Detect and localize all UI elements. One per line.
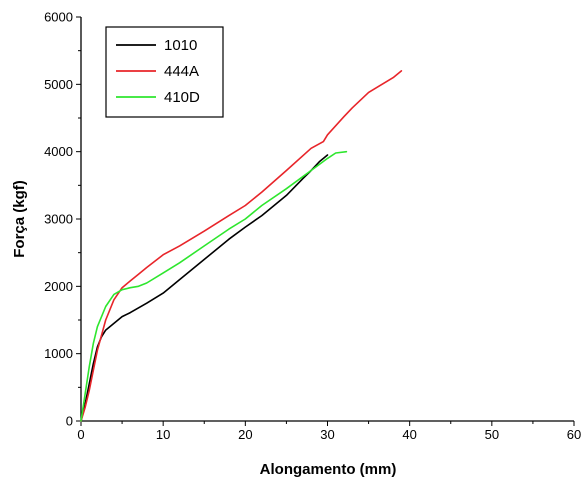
y-tick-label: 6000: [44, 10, 73, 25]
legend-box: [105, 26, 224, 118]
axes: 0 10 20 30 40 50 60 0 1000 2000 3000 4000 5000 6000: [44, 10, 581, 443]
x-tick-label: 50: [485, 427, 499, 442]
y-tick-label: 2000: [44, 279, 73, 294]
x-tick-label: 20: [238, 427, 252, 442]
x-tick-label: 60: [567, 427, 581, 442]
y-tick-label: 0: [66, 414, 73, 429]
series-line-444a: [80, 70, 403, 422]
series-line-1010: [80, 154, 329, 422]
x-tick-label: 10: [156, 427, 170, 442]
legend-label: 1010: [164, 37, 197, 54]
y-tick-label: 3000: [44, 212, 73, 227]
series-line-410d: [80, 150, 348, 422]
legend: 1010 444A 410D: [105, 26, 224, 118]
x-tick-label: 30: [320, 427, 334, 442]
series-group: [80, 70, 403, 422]
y-tick-label: 4000: [44, 144, 73, 159]
y-tick-label: 1000: [44, 346, 73, 361]
x-tick-label: 40: [402, 427, 416, 442]
legend-label: 410D: [164, 89, 200, 106]
y-axis-title: Força (kgf): [11, 180, 28, 258]
x-tick-label: 0: [77, 427, 84, 442]
x-axis-title: Alongamento (mm): [260, 461, 397, 478]
legend-label: 444A: [164, 63, 199, 80]
y-tick-label: 5000: [44, 77, 73, 92]
